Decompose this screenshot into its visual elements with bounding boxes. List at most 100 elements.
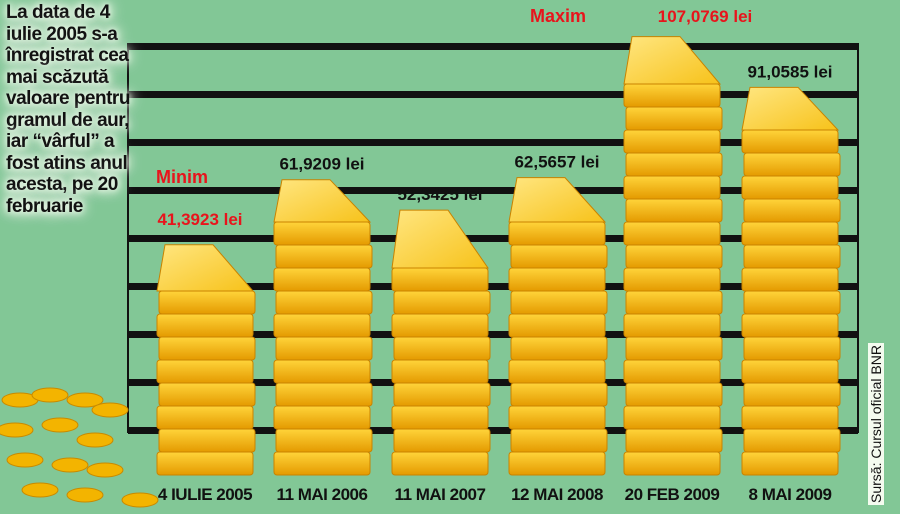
right-axis — [857, 43, 859, 433]
ingot — [391, 359, 489, 384]
ingot — [623, 175, 721, 200]
ingot — [741, 451, 839, 476]
category-label: 12 MAI 2008 — [511, 485, 603, 504]
value-label: 62,5657 lei — [514, 153, 599, 172]
bar-5 — [741, 86, 841, 476]
ingot — [156, 405, 254, 430]
ingot — [741, 175, 839, 200]
ingot — [393, 382, 491, 407]
coin-icon — [86, 462, 124, 478]
bar-4 — [623, 36, 723, 476]
ingot — [158, 428, 256, 453]
ingot-top — [391, 209, 489, 269]
ingot — [510, 336, 608, 361]
ingot — [508, 221, 606, 246]
ingot — [273, 221, 371, 246]
value-label: 107,0769 lei — [658, 7, 753, 26]
ingot — [623, 129, 721, 154]
ingot — [275, 336, 373, 361]
ingot — [156, 359, 254, 384]
annotation-label: Maxim — [530, 6, 586, 26]
ingot — [393, 290, 491, 315]
coin-icon — [76, 432, 114, 448]
grid-line — [128, 187, 858, 194]
ingot — [625, 382, 723, 407]
ingot — [743, 198, 841, 223]
ingot — [743, 290, 841, 315]
ingot — [743, 152, 841, 177]
grid-line — [128, 379, 858, 386]
grid-line — [128, 427, 858, 434]
ingot-top — [741, 86, 840, 131]
coin-icon — [31, 387, 69, 403]
ingot — [625, 198, 723, 223]
ingot — [625, 336, 723, 361]
ingot — [510, 244, 608, 269]
ingot — [275, 290, 373, 315]
ingot — [158, 290, 256, 315]
ingot — [623, 359, 721, 384]
ingot — [743, 382, 841, 407]
value-label: 91,0585 lei — [747, 62, 832, 81]
ingot — [158, 382, 256, 407]
ingot — [741, 359, 839, 384]
ingot — [273, 267, 371, 292]
ingot — [391, 405, 489, 430]
ingot — [510, 428, 608, 453]
coin-icon — [41, 417, 79, 433]
ingot — [391, 267, 489, 292]
ingot — [625, 428, 723, 453]
ingot — [741, 267, 839, 292]
chart-note: La data de 4 iulie 2005 s-a înregistrat … — [6, 2, 130, 217]
bar-0 — [156, 244, 256, 476]
ingot — [393, 428, 491, 453]
grid-line — [128, 283, 858, 290]
ingot-top — [623, 36, 722, 85]
bar-1 — [273, 179, 373, 476]
grid-line — [128, 139, 858, 146]
ingot — [508, 451, 606, 476]
ingot — [158, 336, 256, 361]
category-label: 8 MAI 2009 — [749, 485, 832, 504]
ingot-top — [273, 179, 372, 223]
ingot — [273, 359, 371, 384]
source-label: Sursă: Cursul oficial BNR — [868, 343, 884, 505]
value-label: 52,3425 lei — [397, 185, 482, 204]
ingot — [510, 382, 608, 407]
category-label: 11 MAI 2007 — [395, 485, 486, 504]
category-label: 4 IULIE 2005 — [158, 485, 252, 504]
value-label: 61,9209 lei — [279, 155, 364, 174]
ingot — [741, 221, 839, 246]
coin-icon — [91, 402, 129, 418]
ingot-top — [156, 244, 255, 292]
grid-line — [128, 235, 858, 242]
ingot — [623, 83, 721, 108]
ingot — [743, 336, 841, 361]
ingot — [275, 382, 373, 407]
ingot — [273, 313, 371, 338]
ingot — [623, 405, 721, 430]
ingot — [393, 336, 491, 361]
ingot — [743, 428, 841, 453]
ingot — [391, 451, 489, 476]
ingot — [156, 313, 254, 338]
ingot — [625, 244, 723, 269]
ingot — [625, 106, 723, 131]
bar-2 — [391, 209, 491, 476]
ingot — [508, 267, 606, 292]
grid-line — [128, 91, 858, 98]
ingot — [273, 405, 371, 430]
ingot — [741, 405, 839, 430]
grid-line — [128, 331, 858, 338]
coin-icon — [0, 422, 34, 438]
ingot — [623, 221, 721, 246]
value-label: 41,3923 lei — [157, 210, 242, 229]
ingot — [625, 152, 723, 177]
coin-icon — [21, 482, 59, 498]
ingot — [623, 267, 721, 292]
ingot — [508, 359, 606, 384]
y-axis — [127, 43, 129, 433]
coin-icon — [121, 492, 159, 508]
annotation-label: Minim — [156, 167, 208, 187]
